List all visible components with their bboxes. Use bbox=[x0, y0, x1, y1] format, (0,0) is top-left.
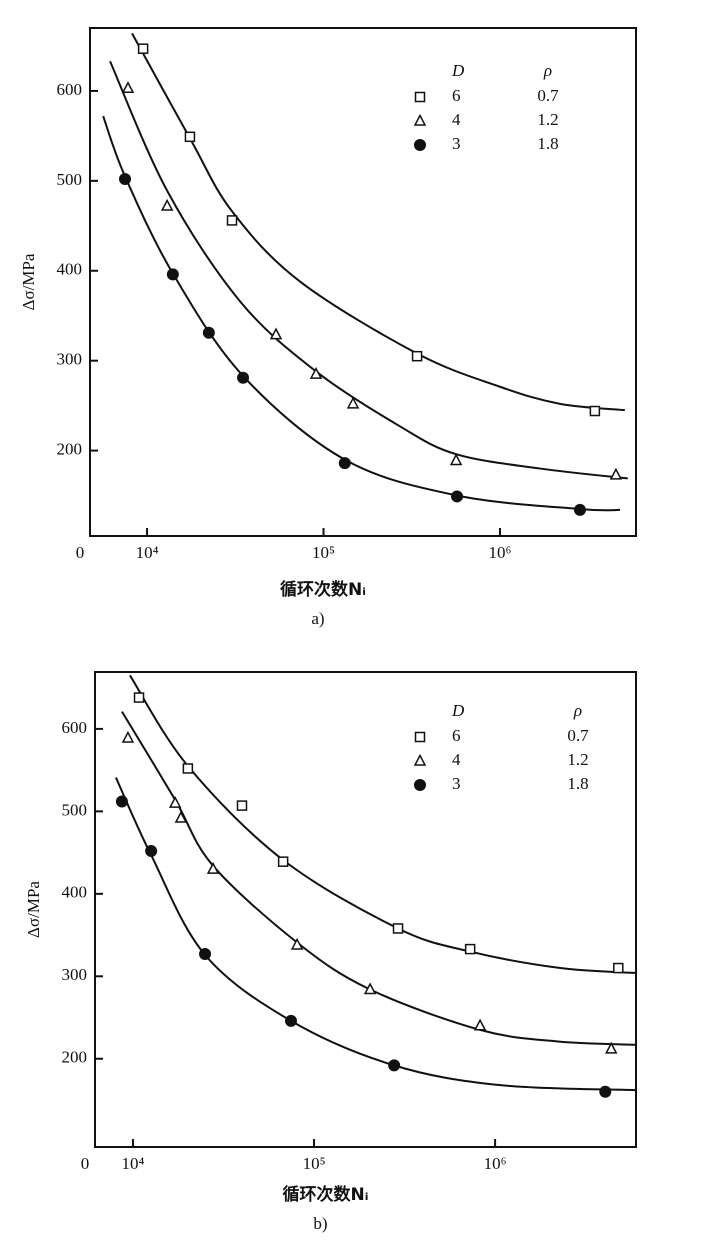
y-axis-label: Δσ/MPa bbox=[19, 253, 38, 310]
legend-label: 3 bbox=[452, 774, 461, 793]
data-point bbox=[573, 503, 586, 516]
caption: b) bbox=[313, 1214, 327, 1233]
data-point bbox=[589, 405, 601, 417]
data-point bbox=[166, 268, 179, 281]
data-point bbox=[309, 367, 323, 379]
legend-rho: 0.7 bbox=[537, 86, 559, 105]
x-tick-label: 10⁴ bbox=[122, 1154, 145, 1173]
y-tick-label: 400 bbox=[62, 883, 88, 902]
data-point bbox=[168, 796, 182, 808]
data-point bbox=[464, 943, 476, 955]
data-point bbox=[411, 350, 423, 362]
legend-label: 4 bbox=[452, 750, 461, 769]
data-point bbox=[121, 730, 135, 743]
legend-marker bbox=[414, 779, 426, 791]
legend-label: 6 bbox=[452, 726, 461, 745]
caption: a) bbox=[311, 609, 324, 628]
data-point bbox=[226, 215, 238, 226]
fit-curve bbox=[115, 777, 637, 1092]
legend-rho: 0.7 bbox=[567, 726, 589, 745]
legend-header: D bbox=[451, 701, 465, 720]
data-point bbox=[473, 1018, 487, 1031]
data-point bbox=[269, 327, 283, 340]
data-point bbox=[346, 396, 360, 409]
data-point bbox=[284, 1014, 297, 1027]
y-tick-label: 600 bbox=[57, 80, 83, 99]
legend-header: ρ bbox=[573, 701, 582, 720]
x-tick-label: 10⁴ bbox=[136, 543, 159, 562]
legend-rho: 1.2 bbox=[537, 110, 558, 129]
legend-rho: 1.2 bbox=[567, 750, 588, 769]
legend-rho: 1.8 bbox=[537, 134, 558, 153]
y-tick-label: 600 bbox=[62, 718, 88, 737]
fit-curve bbox=[109, 60, 628, 480]
data-point bbox=[392, 923, 404, 934]
x-axis-label: 循环次数Nᵢ bbox=[283, 1184, 369, 1205]
data-point bbox=[206, 861, 220, 874]
x-tick-label: 10⁶ bbox=[489, 543, 512, 562]
data-point bbox=[290, 937, 304, 950]
y-tick-label: 300 bbox=[62, 965, 88, 984]
data-point bbox=[236, 800, 248, 811]
legend-rho: 1.8 bbox=[567, 774, 588, 793]
data-point bbox=[119, 173, 132, 186]
data-point bbox=[137, 43, 149, 54]
legend-marker bbox=[413, 753, 427, 766]
origin-label: 0 bbox=[81, 1154, 90, 1173]
y-tick-label: 400 bbox=[57, 260, 83, 279]
data-point bbox=[174, 810, 188, 823]
legend-label: 3 bbox=[452, 134, 461, 153]
data-point bbox=[451, 490, 464, 503]
data-point bbox=[133, 692, 145, 703]
legend-label: 4 bbox=[452, 110, 461, 129]
data-point bbox=[609, 467, 623, 480]
legend-header: ρ bbox=[543, 61, 552, 80]
data-point bbox=[199, 948, 212, 961]
plot-frame bbox=[89, 27, 637, 537]
fit-curve bbox=[129, 674, 637, 974]
data-point bbox=[605, 1041, 618, 1054]
data-point bbox=[388, 1059, 401, 1072]
y-axis-label: Δσ/MPa bbox=[24, 881, 43, 938]
data-point bbox=[449, 453, 463, 466]
data-point bbox=[160, 198, 174, 211]
legend-label: 6 bbox=[452, 86, 461, 105]
data-point bbox=[184, 131, 196, 143]
legend-marker bbox=[414, 139, 426, 151]
y-tick-label: 300 bbox=[57, 350, 83, 369]
data-point bbox=[363, 982, 377, 995]
data-point bbox=[613, 962, 624, 974]
data-point bbox=[237, 371, 250, 384]
legend-marker bbox=[414, 91, 426, 103]
x-tick-label: 10⁵ bbox=[312, 543, 335, 562]
data-point bbox=[202, 326, 215, 339]
data-point bbox=[338, 457, 351, 470]
data-point bbox=[145, 844, 158, 857]
y-tick-label: 500 bbox=[57, 170, 83, 189]
legend-marker bbox=[413, 113, 427, 126]
fit-curve bbox=[102, 115, 621, 512]
data-point bbox=[182, 763, 194, 774]
x-axis-label: 循环次数Nᵢ bbox=[280, 579, 366, 600]
legend-header: D bbox=[451, 61, 465, 80]
x-tick-label: 10⁶ bbox=[484, 1154, 507, 1173]
fit-curve bbox=[121, 711, 637, 1046]
origin-label: 0 bbox=[76, 543, 85, 562]
plot-frame bbox=[94, 671, 637, 1148]
x-tick-label: 10⁵ bbox=[303, 1154, 326, 1173]
y-tick-label: 500 bbox=[62, 800, 88, 819]
data-point bbox=[599, 1085, 612, 1098]
y-tick-label: 200 bbox=[62, 1048, 88, 1067]
data-point bbox=[121, 81, 135, 93]
legend-marker bbox=[414, 731, 426, 743]
y-tick-label: 200 bbox=[57, 439, 83, 458]
data-point bbox=[115, 795, 128, 808]
data-point bbox=[277, 856, 289, 867]
